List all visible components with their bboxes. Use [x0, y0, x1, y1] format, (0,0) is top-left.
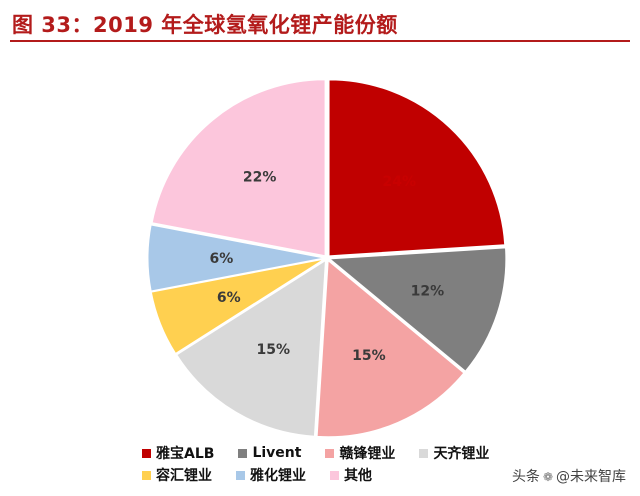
legend-item-livent: Livent	[238, 445, 301, 461]
legend-swatch-livent	[238, 448, 248, 458]
pie-slice-tianqi	[176, 259, 327, 437]
pie-slice-ganfeng	[316, 259, 465, 438]
watermark-prefix: 头条	[511, 469, 540, 485]
legend-swatch-yahua	[236, 470, 245, 480]
legend-swatch-other	[330, 470, 339, 480]
legend-label-yahua: 雅化锂业	[250, 468, 306, 484]
watermark-handle: @未来智库	[556, 469, 626, 485]
legend-label-livent: Livent	[252, 445, 302, 461]
watermark: 头条 ❁ @未来智库	[512, 466, 626, 486]
pie-slice-alb	[328, 79, 506, 257]
slice-label-yahua: 6%	[210, 251, 234, 267]
title-bar: 图 33：2019 年全球氢氧化锂产能份额	[10, 6, 630, 42]
legend-swatch-ronghui	[142, 470, 151, 480]
legend-item-ronghui: 容汇锂业	[142, 465, 212, 485]
legend-label-tianqi: 天齐锂业	[433, 446, 490, 462]
legend-row: 容汇锂业 雅化锂业 其他	[142, 464, 542, 486]
slice-label-livent: 12%	[411, 284, 445, 300]
legend-item-other: 其他	[330, 465, 372, 485]
slice-label-ronghui: 6%	[217, 290, 241, 306]
slice-label-other: 22%	[243, 170, 277, 186]
legend-swatch-ganfeng	[325, 448, 335, 458]
pie-chart: 24% 12% 15% 15% 6% 6% 22%	[147, 79, 507, 438]
legend-item-yahua: 雅化锂业	[236, 465, 306, 485]
legend-swatch-tianqi	[419, 448, 429, 458]
pie-slice-other	[151, 79, 326, 257]
pie-slice-yahua	[147, 224, 325, 292]
legend-item-tianqi: 天齐锂业	[419, 443, 489, 463]
legend-item-alb: 雅宝ALB	[142, 443, 214, 463]
legend: 雅宝ALB Livent 赣锋锂业 天齐锂业 容汇锂业 雅化锂业 其他	[142, 442, 542, 486]
legend-item-ganfeng: 赣锋锂业	[325, 443, 395, 463]
pie-slice-livent	[328, 247, 507, 372]
legend-label-other: 其他	[344, 468, 372, 484]
legend-row: 雅宝ALB Livent 赣锋锂业 天齐锂业	[142, 442, 542, 464]
legend-label-ronghui: 容汇锂业	[156, 468, 212, 484]
legend-swatch-alb	[142, 448, 151, 458]
legend-label-alb: 雅宝ALB	[156, 446, 215, 462]
slice-label-tianqi: 15%	[256, 342, 290, 358]
chart-title: 图 33：2019 年全球氢氧化锂产能份额	[12, 13, 398, 37]
legend-label-ganfeng: 赣锋锂业	[339, 446, 396, 462]
slice-label-alb: 24%	[383, 174, 417, 190]
watermark-logo-icon: ❁	[542, 470, 553, 484]
slice-label-ganfeng: 15%	[352, 348, 386, 364]
pie-slice-ronghui	[150, 258, 325, 355]
